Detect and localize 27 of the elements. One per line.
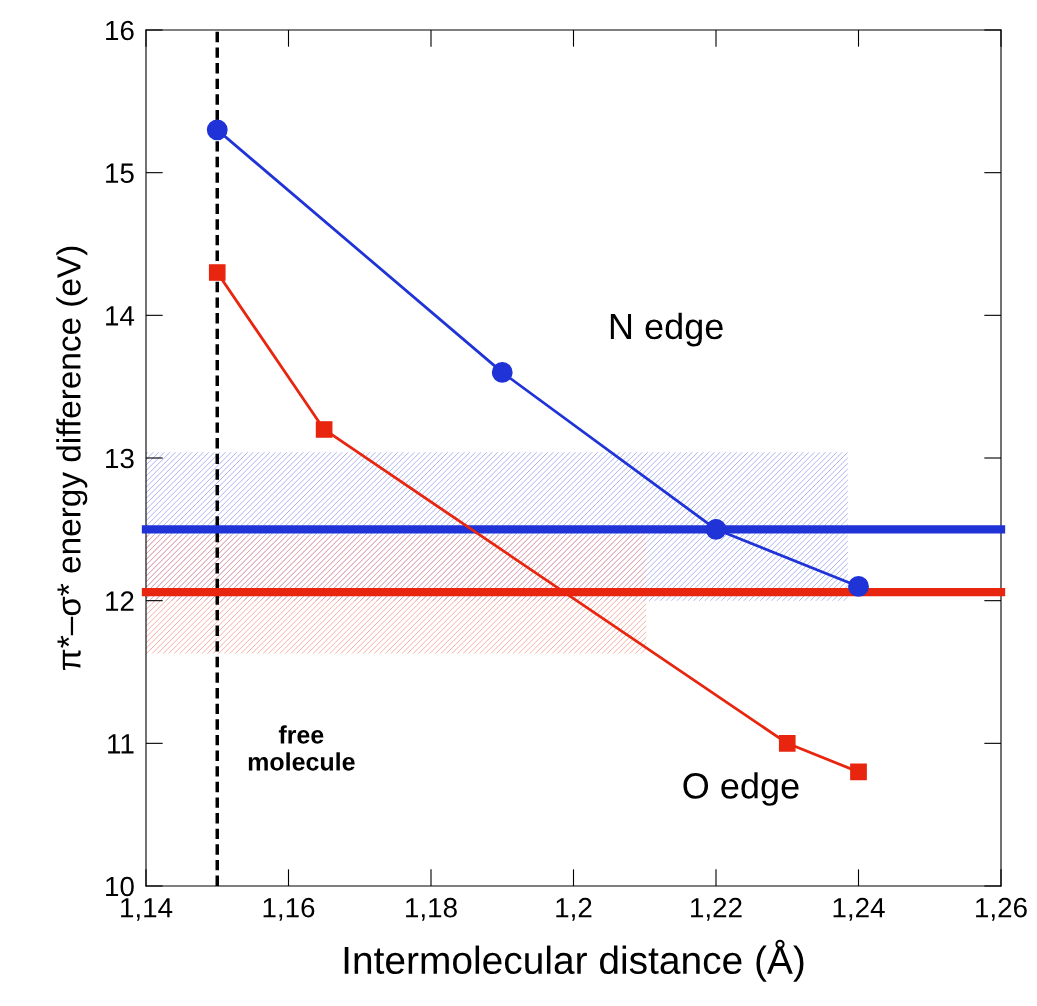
series-label: O edge — [683, 772, 799, 806]
x-tick-label: 1,24 — [833, 897, 885, 921]
point — [206, 119, 228, 141]
point — [848, 575, 869, 597]
y-tick-label: 16 — [106, 20, 134, 41]
ref-line-label: free molecule — [248, 725, 355, 771]
point — [208, 264, 226, 281]
x-tick-label: 1,2 — [556, 897, 592, 921]
y-tick-label: 14 — [106, 306, 135, 326]
x-axis-title: Intermolecular distance (Å) — [344, 939, 804, 982]
point — [778, 734, 796, 752]
x-tick-label: 1,26 — [976, 897, 1027, 921]
x-tick-label: 1,14 — [121, 898, 173, 921]
point — [491, 361, 513, 383]
point — [705, 518, 727, 540]
point — [850, 763, 867, 781]
x-tick-label: 1,18 — [406, 897, 457, 921]
y-tick-label: 11 — [108, 734, 134, 754]
point — [315, 421, 333, 438]
x-tick-label: 1,16 — [263, 897, 315, 921]
y-tick-label: 10 — [106, 876, 134, 897]
y-tick-label: 15 — [106, 163, 134, 184]
y-tick-label: 13 — [106, 448, 134, 469]
text: N edge — [610, 312, 723, 347]
y-tick-label: 12 — [106, 591, 134, 611]
y-axis-title: π*–σ* energy difference (eV) — [56, 246, 88, 670]
x-tick-label: 1,22 — [691, 897, 742, 921]
